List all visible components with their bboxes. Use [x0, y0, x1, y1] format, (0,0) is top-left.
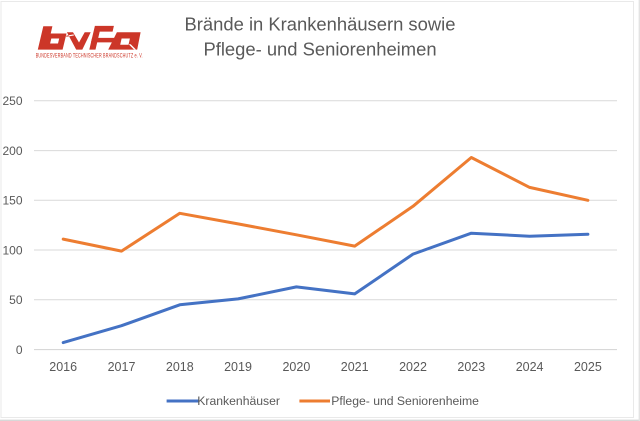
svg-text:2025: 2025: [574, 360, 602, 374]
svg-text:100: 100: [2, 243, 22, 257]
svg-text:Pflege- und Seniorenheime: Pflege- und Seniorenheime: [331, 394, 479, 408]
svg-text:2016: 2016: [49, 360, 77, 374]
svg-text:2021: 2021: [341, 360, 369, 374]
svg-text:2024: 2024: [516, 360, 544, 374]
svg-text:2017: 2017: [108, 360, 136, 374]
svg-text:150: 150: [2, 194, 22, 208]
svg-text:2019: 2019: [224, 360, 252, 374]
svg-text:2023: 2023: [457, 360, 485, 374]
svg-text:Brände in Krankenhäusern sowie: Brände in Krankenhäusern sowie: [185, 14, 456, 35]
svg-text:Krankenhäuser: Krankenhäuser: [197, 394, 280, 408]
svg-text:200: 200: [2, 144, 22, 158]
svg-text:2022: 2022: [399, 360, 427, 374]
svg-text:2018: 2018: [166, 360, 194, 374]
svg-text:50: 50: [9, 293, 23, 307]
svg-text:0: 0: [16, 343, 23, 357]
svg-text:250: 250: [2, 94, 22, 108]
svg-text:2020: 2020: [282, 360, 310, 374]
svg-text:BUNDESVERBAND TECHNISCHER BRAN: BUNDESVERBAND TECHNISCHER BRANDSCHUTZ e.…: [36, 53, 143, 60]
svg-text:Pflege- und Seniorenheimen: Pflege- und Seniorenheimen: [203, 38, 436, 59]
